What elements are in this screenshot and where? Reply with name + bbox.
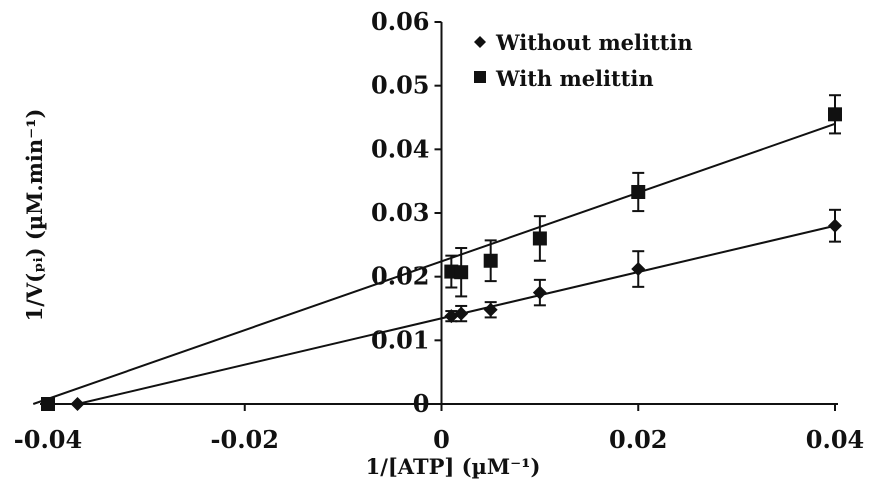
data-point-with-melittin xyxy=(483,253,498,268)
legend-label-without-melittin: Without melittin xyxy=(495,30,693,55)
y-axis-title: 1/V(ₚᵢ) (µM.min⁻¹) xyxy=(22,109,47,322)
y-tick-label: 0.04 xyxy=(371,134,429,163)
data-point-with-melittin xyxy=(532,231,547,246)
y-tick-label: 0.06 xyxy=(371,7,429,36)
data-point-with-melittin xyxy=(454,265,469,280)
x-tick-label: -0.02 xyxy=(211,425,279,454)
data-point-with-melittin xyxy=(828,107,842,122)
y-tick-label: 0.01 xyxy=(371,325,429,354)
x-tick-label: 0.02 xyxy=(609,425,667,454)
x-axis-title: 1/[ATP] (µM⁻¹) xyxy=(366,454,541,479)
data-point-without-melittin xyxy=(631,262,646,277)
fit-line-with-melittin xyxy=(32,122,836,405)
data-point-with-melittin xyxy=(631,184,646,199)
x-ticks: -0.04 -0.02 0 0.02 0.04 xyxy=(14,404,864,454)
x-tick-label: -0.04 xyxy=(14,425,82,454)
data-point-without-melittin xyxy=(444,309,459,324)
y-ticks: 00.010.020.030.040.050.06 xyxy=(371,7,442,418)
legend: Without melittin With melittin xyxy=(474,30,693,91)
y-tick-label: 0.03 xyxy=(371,198,429,227)
legend-label-with-melittin: With melittin xyxy=(495,66,654,91)
data-point-without-melittin xyxy=(828,218,842,233)
data-point-without-melittin xyxy=(70,397,85,411)
y-tick-label: 0.05 xyxy=(371,71,429,100)
data-point-without-melittin xyxy=(483,302,498,317)
error-bars xyxy=(445,94,841,323)
legend-marker-square xyxy=(474,71,486,83)
data-point-without-melittin xyxy=(532,285,547,300)
legend-marker-diamond xyxy=(474,36,486,48)
x-tick-label: 0.04 xyxy=(806,425,864,454)
y-tick-label: 0 xyxy=(413,389,430,418)
fit-lines xyxy=(32,122,836,405)
x-tick-label: 0 xyxy=(433,425,450,454)
data-markers xyxy=(41,107,842,411)
data-point-without-melittin xyxy=(454,306,469,321)
data-point-with-melittin xyxy=(41,397,55,411)
